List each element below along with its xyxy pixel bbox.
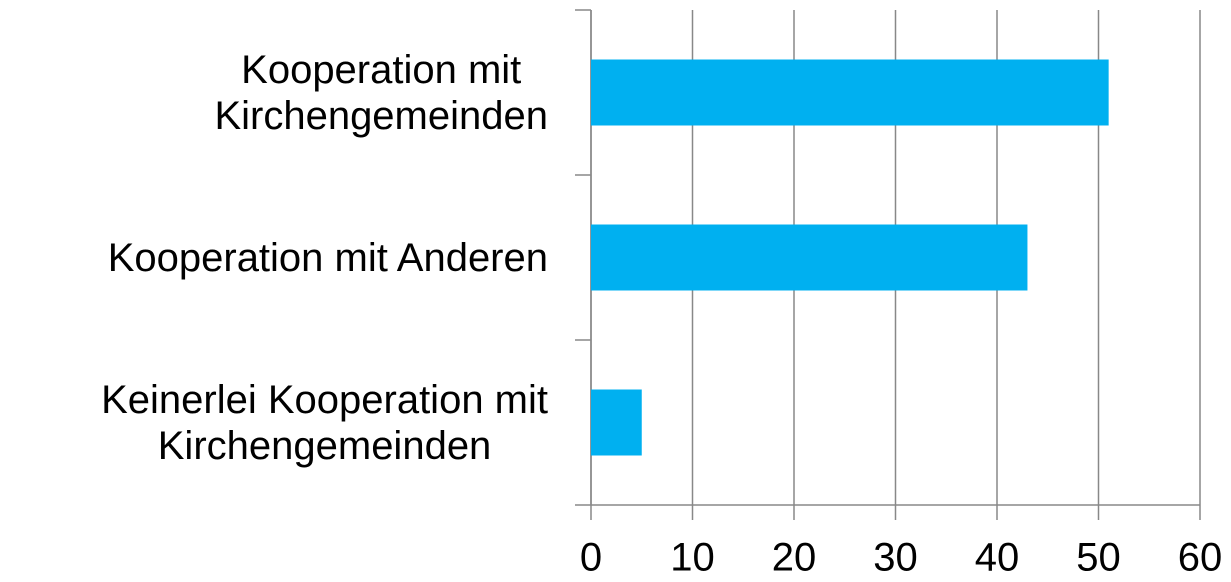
x-tick-label: 0	[580, 536, 602, 580]
x-tick-label: 10	[670, 536, 715, 580]
x-tick-label: 40	[975, 536, 1020, 580]
y-tick-label: Kooperation mit Kirchengemeinden	[214, 47, 548, 138]
bar	[591, 389, 642, 456]
x-tick-label: 30	[873, 536, 918, 580]
bar	[591, 224, 1028, 291]
bar	[591, 59, 1109, 126]
x-tick-label: 50	[1076, 536, 1121, 580]
y-tick-label: Keinerlei Kooperation mit Kirchengemeind…	[101, 377, 548, 468]
y-tick-label: Kooperation mit Anderen	[107, 235, 548, 280]
x-tick-label: 60	[1178, 536, 1223, 580]
x-tick-label: 20	[772, 536, 817, 580]
